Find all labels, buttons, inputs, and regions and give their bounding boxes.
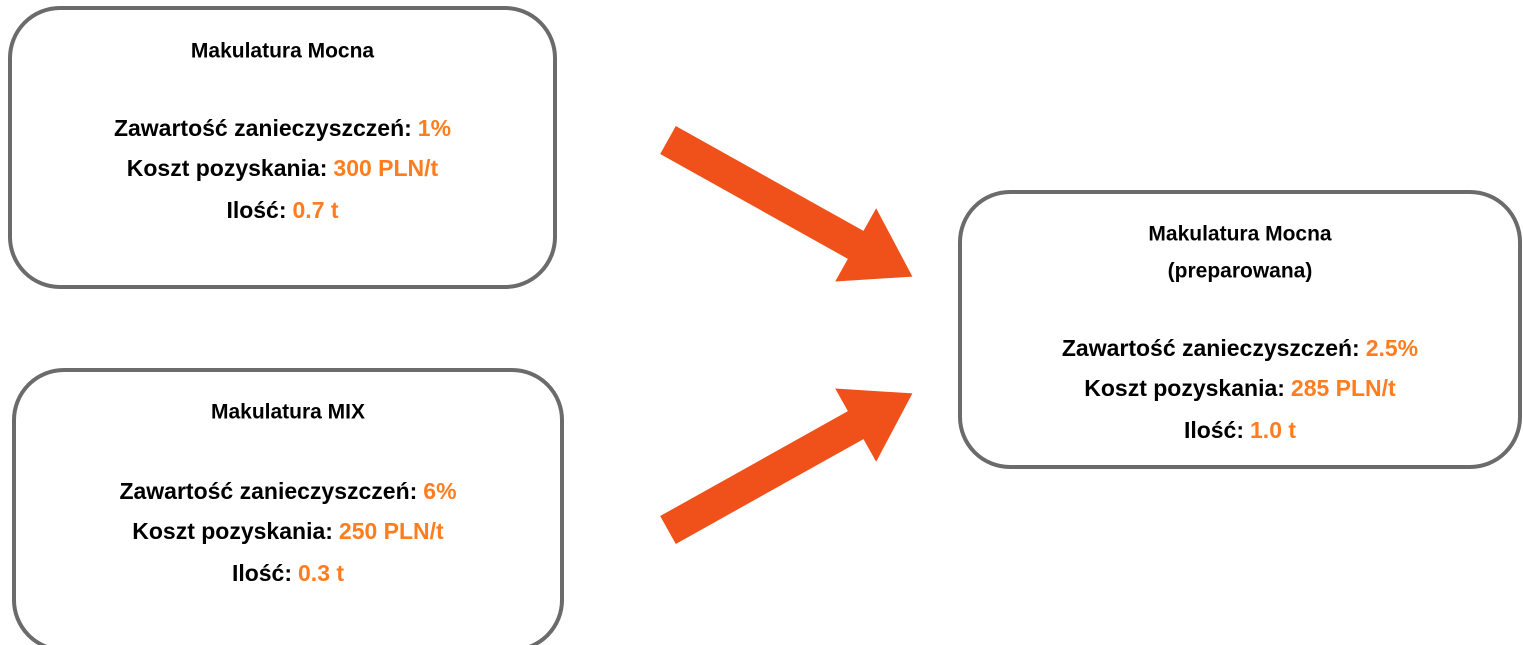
node-row: Zawartość zanieczyszczeń: 1% [114, 115, 451, 141]
node: Makulatura MIX Zawartość zanieczyszczeń: 6… [12, 368, 564, 645]
row-label: Ilość: [1184, 417, 1244, 443]
node-row: Koszt pozyskania: 300 PLN/t [127, 155, 439, 181]
node-row: Ilość: 1.0 t [1184, 417, 1296, 443]
node-row: Ilość: 0.3 t [232, 560, 344, 586]
row-value: 300 PLN/t [333, 155, 438, 181]
node-row: Koszt pozyskania: 285 PLN/t [1084, 375, 1396, 401]
row-label: Koszt pozyskania: [132, 518, 333, 544]
row-label: Zawartość zanieczyszczeń: [119, 478, 417, 504]
row-label: Koszt pozyskania: [127, 155, 328, 181]
node-subtitle: (preparowana) [1168, 260, 1313, 283]
row-value: 250 PLN/t [339, 518, 444, 544]
node-box [8, 6, 557, 289]
node-title: Makulatura Mocna [191, 40, 375, 63]
node-box [958, 190, 1522, 469]
node-title: Makulatura MIX [211, 401, 365, 424]
node-box [12, 368, 564, 645]
row-value: 1.0 t [1250, 417, 1296, 443]
row-value: 1% [418, 115, 451, 141]
row-value: 6% [423, 478, 456, 504]
node: Makulatura Mocna Zawartość zanieczyszczeń… [8, 6, 557, 289]
node-row: Zawartość zanieczyszczeń: 6% [119, 478, 456, 504]
arrow [660, 388, 913, 544]
row-label: Zawartość zanieczyszczeń: [114, 115, 412, 141]
node-row: Zawartość zanieczyszczeń: 2.5% [1062, 335, 1418, 361]
node-row: Ilość: 0.7 t [226, 197, 338, 223]
row-value: 0.7 t [293, 197, 339, 223]
row-label: Koszt pozyskania: [1084, 375, 1285, 401]
arrow [660, 126, 913, 282]
row-label: Zawartość zanieczyszczeń: [1062, 335, 1360, 361]
row-label: Ilość: [232, 560, 292, 586]
node-title: Makulatura Mocna [1148, 223, 1332, 246]
row-label: Ilość: [226, 197, 286, 223]
node: Makulatura Mocna (preparowana) Zawartość z… [958, 190, 1522, 469]
row-value: 0.3 t [298, 560, 344, 586]
node-row: Koszt pozyskania: 250 PLN/t [132, 518, 444, 544]
row-value: 2.5% [1366, 335, 1418, 361]
row-value: 285 PLN/t [1291, 375, 1396, 401]
